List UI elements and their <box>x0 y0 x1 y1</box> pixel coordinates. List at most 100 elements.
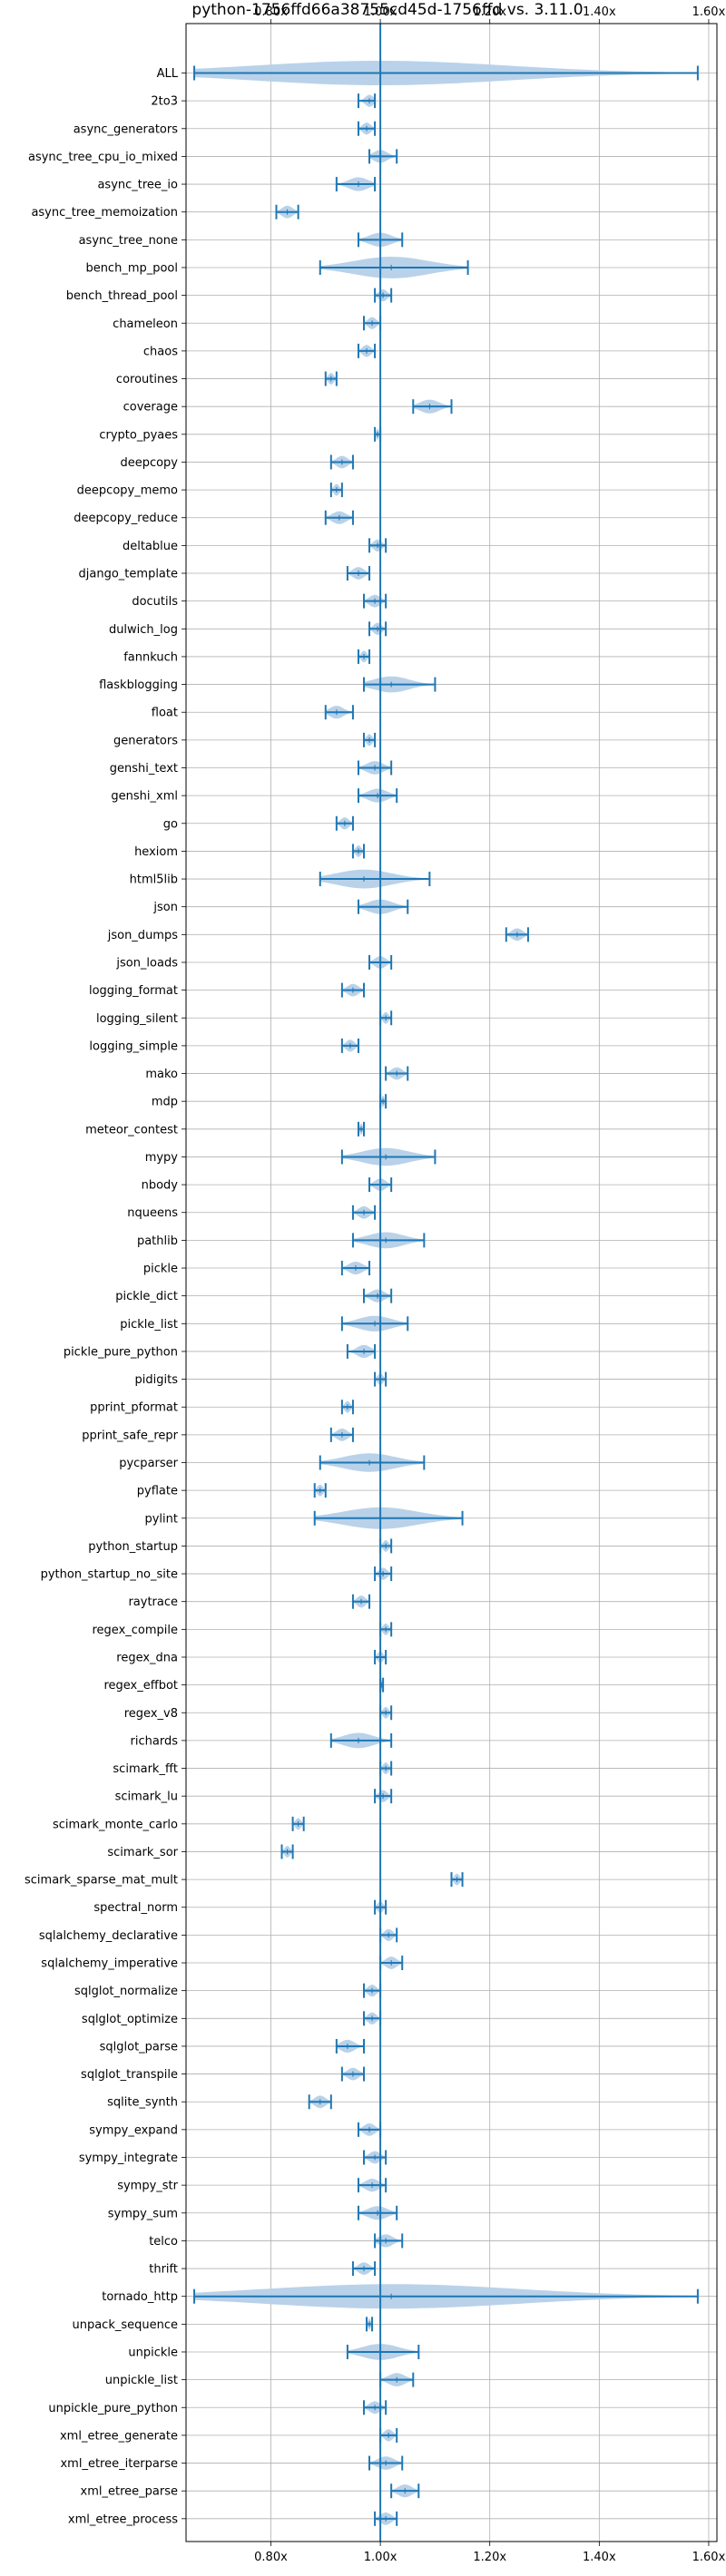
category-label: coverage <box>123 401 178 415</box>
category-label: json <box>152 901 178 914</box>
category-label: async_tree_memoization <box>31 206 178 220</box>
category-label: thrift <box>149 2263 178 2277</box>
category-label: richards <box>131 1734 179 1748</box>
label-layer: ALL 2to3 async_generators async_tree_cpu_io… <box>25 5 726 2564</box>
category-label: telco <box>149 2235 178 2249</box>
category-label: pycparser <box>119 1457 178 1470</box>
category-label: sqlglot_transpile <box>81 2068 178 2082</box>
category-label: xml_etree_parse <box>81 2485 178 2499</box>
category-label: pickle_list <box>120 1318 178 1332</box>
x-tick-label-bottom: 0.80x <box>254 2551 288 2564</box>
category-label: html5lib <box>130 873 178 887</box>
category-label: sqlalchemy_declarative <box>39 1929 178 1943</box>
category-label: xml_etree_process <box>68 2513 178 2526</box>
category-label: pickle <box>143 1263 178 1276</box>
category-label: nbody <box>142 1179 179 1193</box>
category-label: pylint <box>144 1512 178 1526</box>
category-label: genshi_text <box>110 762 178 776</box>
category-label: regex_effbot <box>103 1679 178 1693</box>
category-label: pidigits <box>135 1373 179 1387</box>
category-label: scimark_sor <box>107 1846 178 1859</box>
category-label: sympy_str <box>117 2180 178 2193</box>
category-label: meteor_contest <box>85 1123 178 1137</box>
category-label: sqlglot_optimize <box>82 2013 178 2026</box>
category-label: sympy_sum <box>108 2207 178 2220</box>
category-label: fannkuch <box>123 650 178 664</box>
axes-layer <box>182 19 718 2546</box>
category-label: sqlglot_parse <box>100 2040 178 2054</box>
category-label: flaskblogging <box>99 678 178 692</box>
category-label: xml_etree_generate <box>60 2429 178 2443</box>
category-label: deepcopy <box>120 456 178 470</box>
x-tick-label-top: 0.80x <box>254 5 288 19</box>
x-tick-label-bottom: 1.40x <box>583 2551 616 2564</box>
category-label: chameleon <box>113 317 178 331</box>
category-label: scimark_lu <box>115 1791 178 1804</box>
category-label: chaos <box>143 345 178 358</box>
chart-title: python-1756ffd66a38755cd45d-1756ffd vs. … <box>191 1 583 19</box>
x-tick-label-bottom: 1.20x <box>473 2551 506 2564</box>
category-label: json_dumps <box>107 929 178 942</box>
category-label: 2to3 <box>151 95 178 109</box>
category-label: pprint_pformat <box>90 1401 178 1415</box>
category-label: pprint_safe_repr <box>82 1429 178 1442</box>
category-label: pyflate <box>137 1485 178 1498</box>
category-label: async_tree_none <box>79 234 178 248</box>
category-label: sympy_integrate <box>79 2152 178 2165</box>
category-label: coroutines <box>116 373 178 386</box>
violin-layer <box>193 61 699 2526</box>
category-label: deltablue <box>123 540 178 553</box>
category-label: scimark_fft <box>113 1762 178 1776</box>
category-label: logging_simple <box>89 1039 178 1053</box>
category-label: pathlib <box>137 1234 178 1248</box>
category-label: tornado_http <box>102 2290 178 2304</box>
grid-layer <box>186 24 717 2542</box>
category-label: regex_compile <box>92 1624 178 1637</box>
category-label: float <box>152 707 178 720</box>
category-label: unpack_sequence <box>72 2318 178 2332</box>
category-label: xml_etree_iterparse <box>60 2457 178 2471</box>
x-tick-label-top: 1.40x <box>583 5 616 19</box>
category-label: mypy <box>145 1151 179 1165</box>
plot-frame <box>185 23 718 2542</box>
category-label: async_tree_cpu_io_mixed <box>28 151 178 164</box>
category-label: deepcopy_reduce <box>74 512 178 525</box>
x-tick-label-top: 1.60x <box>692 5 726 19</box>
category-label: bench_mp_pool <box>85 261 178 275</box>
category-label: crypto_pyaes <box>99 428 178 442</box>
category-label: mdp <box>152 1096 178 1109</box>
category-label: generators <box>113 734 178 747</box>
category-label: scimark_monte_carlo <box>53 1818 178 1831</box>
category-label: genshi_xml <box>111 790 178 804</box>
category-label: async_generators <box>74 122 179 136</box>
category-label: unpickle_pure_python <box>48 2402 178 2415</box>
category-label: go <box>163 817 178 831</box>
category-label: hexiom <box>134 845 178 859</box>
category-label: logging_silent <box>96 1012 178 1026</box>
category-label: logging_format <box>89 984 178 998</box>
category-label: python_startup <box>88 1540 178 1554</box>
category-label: raytrace <box>128 1595 178 1609</box>
category-label: django_template <box>79 568 178 581</box>
category-label: nqueens <box>127 1206 178 1220</box>
category-label: pickle_pure_python <box>64 1345 178 1359</box>
category-label: unpickle <box>128 2346 178 2359</box>
category-label: async_tree_io <box>97 179 178 192</box>
category-label: unpickle_list <box>105 2374 178 2387</box>
category-label: sqlalchemy_imperative <box>41 1957 178 1971</box>
category-label: regex_v8 <box>124 1707 178 1721</box>
x-tick-label-top: 1.20x <box>473 5 506 19</box>
category-label: spectral_norm <box>93 1901 178 1915</box>
x-tick-label-bottom: 1.60x <box>692 2551 726 2564</box>
category-label: sqlglot_normalize <box>74 1985 178 1998</box>
category-label: docutils <box>132 595 178 609</box>
category-label: dulwich_log <box>109 623 178 637</box>
category-label: ALL <box>157 67 179 81</box>
x-tick-label-top: 1.00x <box>364 5 397 19</box>
category-label: regex_dna <box>116 1651 178 1664</box>
category-label: sqlite_synth <box>107 2096 178 2110</box>
category-label: deepcopy_memo <box>77 484 178 498</box>
category-label: sympy_expand <box>89 2123 178 2137</box>
category-label: json_loads <box>115 956 178 970</box>
